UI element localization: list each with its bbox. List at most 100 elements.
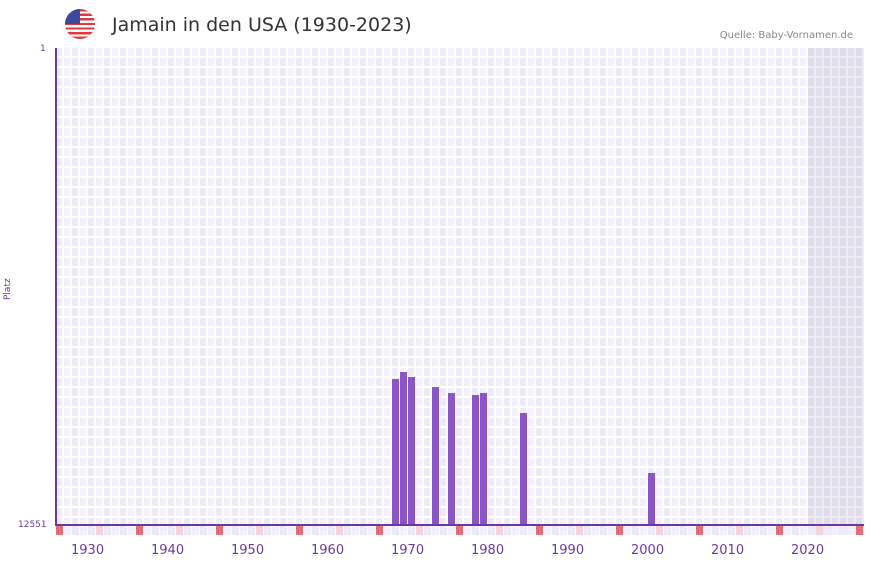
year-marker [560,526,567,535]
year-marker [208,526,215,535]
year-marker [752,526,759,535]
x-tick-1940: 1940 [151,543,185,558]
year-marker [840,526,847,535]
year-marker [336,526,343,535]
year-marker [744,526,751,535]
year-marker [288,526,295,535]
year-marker [88,526,95,535]
year-marker [496,526,503,535]
bar-1972[interactable] [408,377,415,525]
year-marker [256,526,263,535]
year-marker [104,526,111,535]
y-axis-title: Platz [3,278,13,300]
year-marker [240,526,247,535]
year-marker [160,526,167,535]
chart-title: Jamain in den USA (1930-2023) [112,14,412,36]
year-marker [736,526,743,535]
year-marker [608,526,615,535]
year-marker [528,526,535,535]
year-marker [704,526,711,535]
bar-1975[interactable] [432,387,439,525]
plot-area [56,48,864,535]
year-marker [360,526,367,535]
year-marker [272,526,279,535]
year-marker [368,526,375,535]
year-marker [536,526,543,535]
year-marker [808,526,815,535]
x-tick-1960: 1960 [311,543,345,558]
year-marker [664,526,671,535]
year-marker [224,526,231,535]
year-marker [504,526,511,535]
year-marker [648,526,655,535]
year-marker [712,526,719,535]
year-marker [112,526,119,535]
year-marker [688,526,695,535]
year-marker [280,526,287,535]
year-marker [264,526,271,535]
year-marker [400,526,407,535]
bar-1986[interactable] [520,413,527,525]
bar-1977[interactable] [448,393,455,525]
year-marker [328,526,335,535]
year-marker [392,526,399,535]
bar-2002[interactable] [648,473,655,525]
year-marker [656,526,663,535]
year-marker [408,526,415,535]
bar-1970[interactable] [392,379,399,525]
year-marker [344,526,351,535]
y-tick-top: 1 [40,44,46,54]
year-marker [520,526,527,535]
year-marker [304,526,311,535]
year-marker [680,526,687,535]
bar-1980[interactable] [472,395,479,525]
year-marker [176,526,183,535]
year-marker [728,526,735,535]
bar-1981[interactable] [480,393,487,525]
year-marker [144,526,151,535]
year-marker [296,526,303,535]
year-marker [376,526,383,535]
year-marker [832,526,839,535]
year-marker [632,526,639,535]
year-marker [640,526,647,535]
x-tick-1980: 1980 [471,543,505,558]
year-marker [80,526,87,535]
year-marker [672,526,679,535]
year-marker [624,526,631,535]
x-tick-1990: 1990 [551,543,585,558]
year-markers [56,526,864,535]
year-marker [136,526,143,535]
x-tick-2000: 2000 [631,543,665,558]
year-marker [352,526,359,535]
year-marker [800,526,807,535]
year-marker [432,526,439,535]
year-marker [384,526,391,535]
x-tick-1970: 1970 [391,543,425,558]
y-tick-bottom: 12551 [18,520,47,530]
year-marker [792,526,799,535]
bar-1971[interactable] [400,371,407,525]
year-marker [128,526,135,535]
year-marker [848,526,855,535]
year-marker [568,526,575,535]
year-marker [464,526,471,535]
year-marker [824,526,831,535]
year-marker [616,526,623,535]
x-tick-1950: 1950 [231,543,265,558]
year-marker [592,526,599,535]
us-flag-icon [65,9,95,39]
future-shade [808,48,864,535]
year-marker [760,526,767,535]
year-marker [784,526,791,535]
year-marker [448,526,455,535]
year-marker [488,526,495,535]
year-marker [416,526,423,535]
year-marker [816,526,823,535]
source-label: Quelle: Baby-Vornamen.de [719,30,853,41]
year-marker [456,526,463,535]
year-marker [472,526,479,535]
year-marker [696,526,703,535]
year-marker [480,526,487,535]
year-marker [544,526,551,535]
